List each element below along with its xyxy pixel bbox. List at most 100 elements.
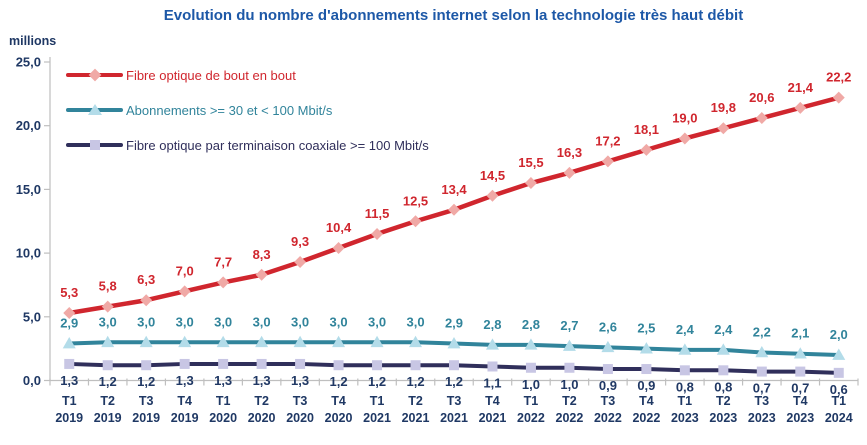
svg-text:T2: T2 [408,394,423,408]
svg-text:T2: T2 [562,394,577,408]
svg-text:2019: 2019 [55,411,83,425]
svg-text:T4: T4 [793,394,808,408]
svg-text:2,4: 2,4 [676,322,695,337]
svg-text:3,0: 3,0 [137,314,155,329]
svg-text:1,3: 1,3 [253,373,271,388]
svg-text:1,2: 1,2 [137,374,155,389]
svg-text:T4: T4 [485,394,500,408]
svg-text:T3: T3 [293,394,308,408]
svg-text:3,0: 3,0 [214,314,232,329]
svg-text:2020: 2020 [286,411,314,425]
svg-text:2,2: 2,2 [753,324,771,339]
teal-line-triangle-marker-icon [66,99,123,121]
svg-text:1,3: 1,3 [291,373,309,388]
svg-text:0,6: 0,6 [830,382,848,397]
svg-text:14,5: 14,5 [480,168,505,183]
svg-text:0,9: 0,9 [599,378,617,393]
svg-text:2,0: 2,0 [830,327,848,342]
svg-text:2023: 2023 [786,411,814,425]
svg-text:18,1: 18,1 [634,122,659,137]
svg-text:T1: T1 [62,394,77,408]
svg-text:1,1: 1,1 [483,375,501,390]
svg-text:2023: 2023 [709,411,737,425]
svg-text:T1: T1 [524,394,539,408]
svg-text:10,4: 10,4 [326,220,352,235]
svg-text:1,2: 1,2 [445,374,463,389]
svg-text:22,2: 22,2 [826,70,851,85]
legend-item-terminaison-coaxiale: Fibre optique par terminaison coaxiale >… [66,134,429,156]
legend-item-fibre-optique: Fibre optique de bout en bout [66,64,429,86]
svg-text:2,5: 2,5 [637,321,655,336]
svg-text:1,3: 1,3 [176,373,194,388]
svg-text:5,3: 5,3 [60,285,78,300]
svg-text:2019: 2019 [171,411,199,425]
svg-text:2022: 2022 [556,411,584,425]
svg-text:2023: 2023 [671,411,699,425]
svg-text:2,7: 2,7 [560,318,578,333]
svg-text:2,8: 2,8 [483,317,501,332]
svg-text:T3: T3 [139,394,154,408]
svg-text:2023: 2023 [748,411,776,425]
svg-text:15,0: 15,0 [16,182,41,197]
svg-text:0,9: 0,9 [637,378,655,393]
svg-text:2022: 2022 [632,411,660,425]
svg-text:2021: 2021 [363,411,391,425]
svg-text:19,8: 19,8 [711,100,736,115]
svg-text:9,3: 9,3 [291,234,309,249]
svg-text:10,0: 10,0 [16,246,41,261]
svg-text:21,4: 21,4 [788,80,814,95]
svg-text:2022: 2022 [517,411,545,425]
svg-text:2019: 2019 [132,411,160,425]
svg-text:3,0: 3,0 [330,314,348,329]
svg-text:7,7: 7,7 [214,254,232,269]
svg-text:T1: T1 [678,394,693,408]
svg-text:2019: 2019 [94,411,122,425]
svg-text:T3: T3 [447,394,462,408]
svg-text:19,0: 19,0 [672,110,697,125]
svg-text:1,2: 1,2 [330,374,348,389]
svg-text:2,9: 2,9 [445,316,463,331]
svg-text:0,8: 0,8 [714,379,732,394]
svg-text:20,0: 20,0 [16,118,41,133]
legend-label: Abonnements >= 30 et < 100 Mbit/s [126,102,333,118]
svg-text:2,6: 2,6 [599,319,617,334]
svg-text:1,2: 1,2 [406,374,424,389]
svg-text:T2: T2 [716,394,731,408]
svg-text:17,2: 17,2 [595,133,620,148]
svg-text:2024: 2024 [825,411,853,425]
svg-text:7,0: 7,0 [176,263,194,278]
svg-text:T4: T4 [177,394,192,408]
svg-text:T4: T4 [639,394,654,408]
svg-text:1,2: 1,2 [368,374,386,389]
svg-text:1,0: 1,0 [560,377,578,392]
chart-title: Evolution du nombre d'abonnements intern… [163,7,744,24]
svg-text:0,7: 0,7 [791,381,809,396]
legend-item-abonnements-30-100: Abonnements >= 30 et < 100 Mbit/s [66,99,429,121]
svg-text:T1: T1 [831,394,846,408]
svg-text:0,8: 0,8 [676,379,694,394]
svg-text:12,5: 12,5 [403,193,428,208]
svg-text:0,7: 0,7 [753,381,771,396]
svg-text:3,0: 3,0 [291,314,309,329]
svg-text:2020: 2020 [325,411,353,425]
svg-text:11,5: 11,5 [365,206,390,221]
svg-text:1,3: 1,3 [60,373,78,388]
svg-text:8,3: 8,3 [253,247,271,262]
svg-text:13,4: 13,4 [441,182,467,197]
svg-text:T2: T2 [100,394,115,408]
svg-text:0,0: 0,0 [23,373,41,388]
svg-text:T3: T3 [755,394,770,408]
svg-text:T4: T4 [331,394,346,408]
svg-text:2,1: 2,1 [791,326,809,341]
svg-text:3,0: 3,0 [253,314,271,329]
svg-text:15,5: 15,5 [518,155,543,170]
svg-text:20,6: 20,6 [749,90,774,105]
svg-text:1,3: 1,3 [214,373,232,388]
svg-text:T1: T1 [216,394,231,408]
svg-text:3,0: 3,0 [368,314,386,329]
legend: Fibre optique de bout en bout Abonnement… [66,64,429,169]
svg-text:25,0: 25,0 [16,55,41,70]
svg-text:2,4: 2,4 [714,322,733,337]
